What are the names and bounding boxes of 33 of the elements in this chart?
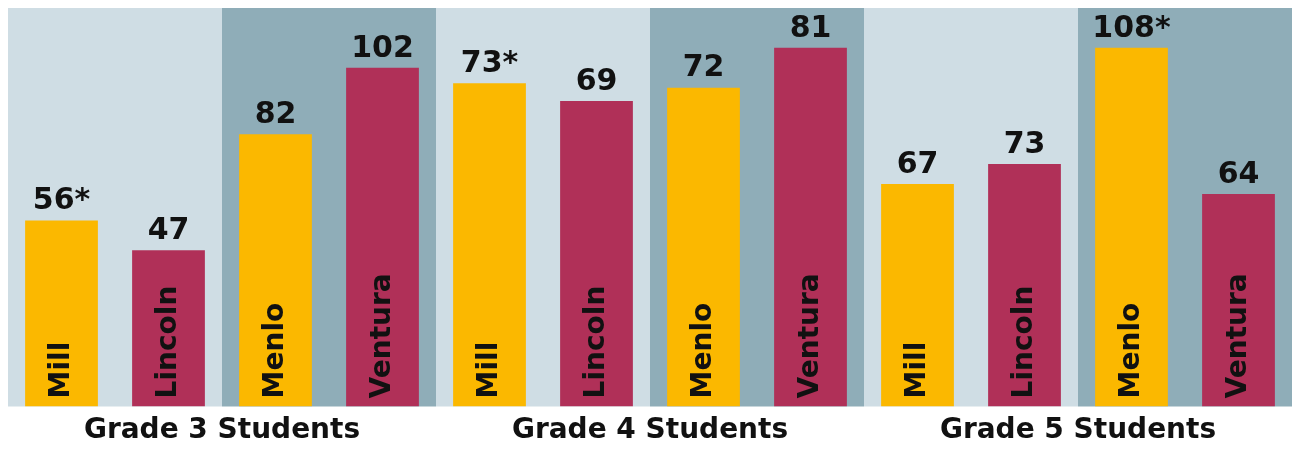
x-tick-label: Ventura [791, 273, 825, 399]
data-label: 73 [1003, 124, 1046, 160]
x-tick-label: Ventura [1219, 273, 1253, 399]
x-tick-label: Mill [898, 341, 932, 399]
data-label: 82 [254, 94, 297, 130]
x-tick-label: Menlo [256, 302, 290, 399]
x-axis-title: Grade 3 Students [83, 412, 361, 446]
bar [239, 134, 312, 407]
data-label: 64 [1217, 154, 1260, 190]
bar [881, 183, 954, 407]
data-label: 108* [1092, 8, 1171, 44]
x-tick-label: Mill [42, 341, 76, 399]
data-label: 72 [682, 48, 725, 84]
data-label: 47 [147, 211, 190, 247]
bar [25, 220, 98, 407]
x-tick-label: Menlo [1112, 302, 1146, 399]
data-label: 69 [575, 61, 618, 97]
data-label: 67 [896, 144, 939, 180]
x-axis-title: Grade 5 Students [939, 412, 1217, 446]
bar [988, 164, 1061, 407]
x-tick-label: Lincoln [149, 285, 183, 399]
data-label: 73* [460, 44, 519, 80]
bar [132, 250, 205, 407]
x-tick-label: Ventura [363, 273, 397, 399]
x-tick-label: Lincoln [577, 285, 611, 399]
x-axis-title: Grade 4 Students [511, 412, 789, 446]
x-tick-label: Mill [470, 341, 504, 399]
data-label: 102 [351, 28, 414, 64]
data-label: 56* [32, 181, 91, 217]
x-tick-label: Lincoln [1005, 285, 1039, 399]
bar [1202, 193, 1275, 407]
x-tick-label: Menlo [684, 302, 718, 399]
data-label: 81 [789, 8, 832, 44]
